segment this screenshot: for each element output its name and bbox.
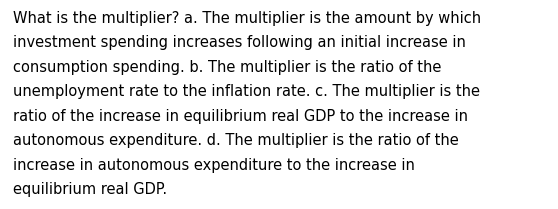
Text: increase in autonomous expenditure to the increase in: increase in autonomous expenditure to th…	[13, 158, 415, 173]
Text: ratio of the increase in equilibrium real GDP to the increase in: ratio of the increase in equilibrium rea…	[13, 109, 468, 124]
Text: unemployment rate to the inflation rate. c. The multiplier is the: unemployment rate to the inflation rate.…	[13, 84, 480, 99]
Text: What is the multiplier? a. The multiplier is the amount by which: What is the multiplier? a. The multiplie…	[13, 11, 481, 26]
Text: autonomous expenditure. d. The multiplier is the ratio of the: autonomous expenditure. d. The multiplie…	[13, 134, 459, 149]
Text: investment spending increases following an initial increase in: investment spending increases following …	[13, 36, 466, 51]
Text: equilibrium real GDP.: equilibrium real GDP.	[13, 182, 167, 198]
Text: consumption spending. b. The multiplier is the ratio of the: consumption spending. b. The multiplier …	[13, 60, 441, 75]
